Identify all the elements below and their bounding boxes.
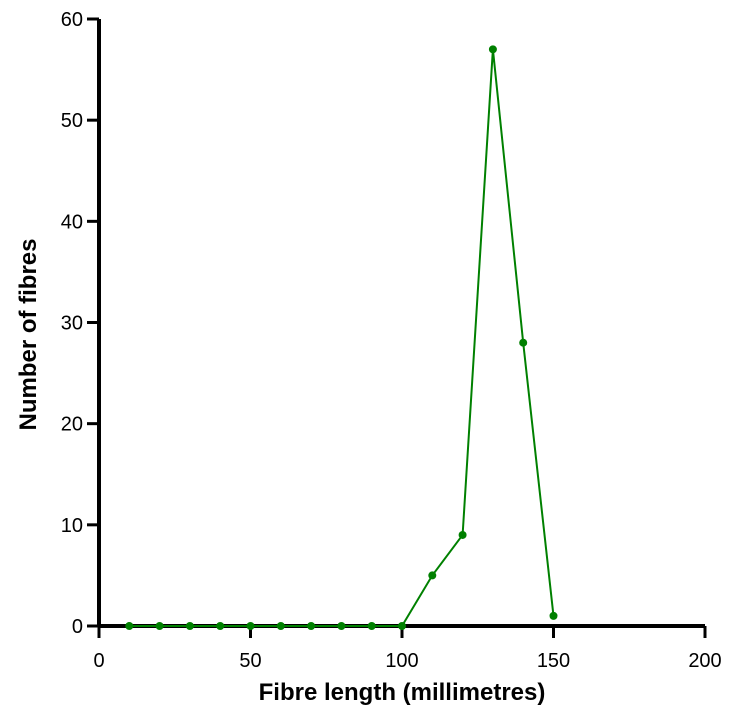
axes — [97, 19, 705, 628]
x-axis-title: Fibre length (millimetres) — [259, 679, 546, 706]
y-tick-label: 30 — [61, 313, 83, 335]
y-tick-label: 20 — [61, 414, 83, 436]
data-point — [307, 622, 316, 630]
data-point — [428, 571, 437, 580]
data-point — [549, 611, 558, 620]
data-point — [276, 622, 285, 630]
series-line — [129, 49, 555, 627]
x-tick-label: 150 — [537, 650, 570, 672]
data-point — [398, 622, 406, 630]
y-tick-label: 50 — [61, 110, 83, 132]
x-tick-label: 50 — [239, 650, 261, 672]
data-point — [216, 622, 225, 630]
data-point — [367, 622, 376, 630]
x-tick-label: 200 — [688, 650, 721, 672]
x-tick-label: 0 — [93, 650, 104, 672]
data-point — [125, 622, 134, 630]
data-point — [458, 530, 467, 539]
y-tick-label: 10 — [61, 515, 83, 537]
data-point — [246, 622, 255, 630]
y-tick-label: 0 — [72, 616, 83, 638]
series-layer — [125, 45, 558, 630]
y-ticks: 0 10 20 30 40 50 60 — [61, 9, 99, 638]
data-point — [519, 338, 528, 347]
data-point — [185, 622, 194, 630]
y-tick-label: 40 — [61, 211, 83, 233]
y-tick-label: 60 — [61, 9, 83, 31]
y-axis-title: Number of fibres — [15, 238, 42, 430]
data-point — [488, 45, 497, 54]
data-point — [337, 622, 346, 630]
x-tick-label: 100 — [385, 650, 418, 672]
data-point — [155, 622, 164, 630]
x-ticks: 0 50 100 150 200 — [93, 626, 722, 672]
